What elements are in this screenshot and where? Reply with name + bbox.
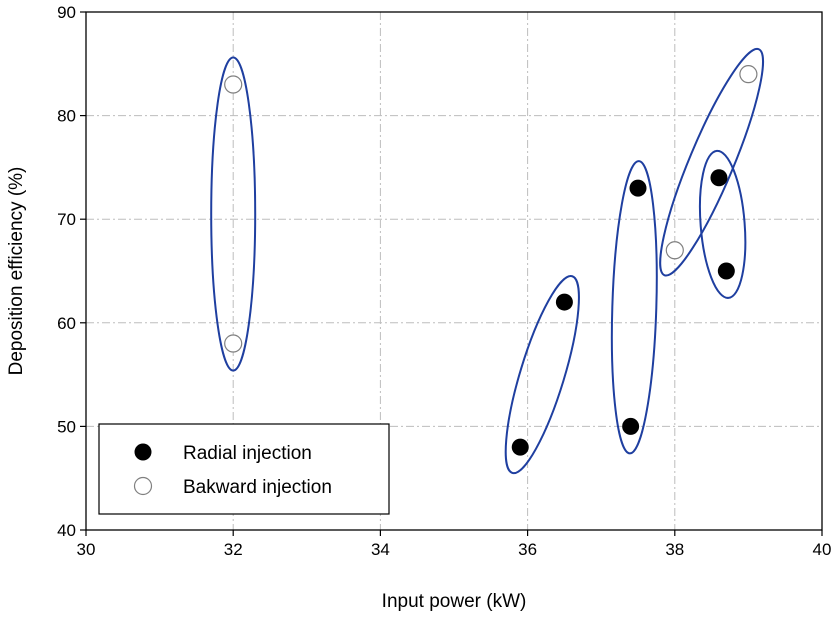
legend-box [98,423,390,515]
y-tick-label: 50 [57,417,76,436]
grouping-ellipse [698,149,747,299]
grouping-ellipses [210,47,764,475]
y-tick-label: 40 [57,521,76,540]
axis-ticks: 30 32 34 36 38 40 40 50 60 70 80 90 [57,3,831,559]
legend-open-marker [133,476,153,496]
radial-injection-point [629,179,647,197]
x-tick-label: 34 [371,540,390,559]
grouping-ellipse [504,275,580,475]
grouping-ellipse [210,56,257,372]
backward-injection-point [224,334,243,353]
backward-injection-point [739,65,758,84]
plot-area-frame [85,11,823,531]
legend-filled-marker [134,443,152,461]
legend-label: Radial injection [183,443,312,464]
y-axis-title: Deposition efficiency (%) [6,167,27,376]
x-tick-label: 38 [665,540,684,559]
data-points [224,65,758,456]
y-tick-label: 60 [57,314,76,333]
radial-injection-point [717,262,735,280]
radial-injection-point [511,438,529,456]
radial-injection-point [622,417,640,435]
legend-label: Bakward injection [183,477,332,498]
x-tick-label: 32 [224,540,243,559]
grouping-ellipse [659,47,764,277]
x-tick-label: 30 [77,540,96,559]
x-tick-label: 40 [813,540,832,559]
y-tick-label: 70 [57,210,76,229]
backward-injection-point [224,75,243,94]
backward-injection-point [665,241,684,260]
y-tick-label: 80 [57,107,76,126]
x-tick-label: 36 [518,540,537,559]
x-axis-title: Input power (kW) [382,591,527,612]
radial-injection-point [555,293,573,311]
y-tick-label: 90 [57,3,76,22]
legend: Radial injection Bakward injection [98,423,390,515]
radial-injection-point [710,169,728,187]
grouping-ellipse [610,160,658,455]
